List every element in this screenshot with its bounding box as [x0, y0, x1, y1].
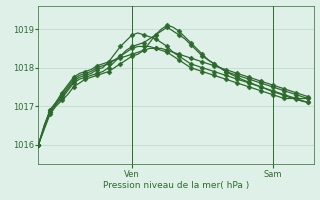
X-axis label: Pression niveau de la mer( hPa ): Pression niveau de la mer( hPa )	[103, 181, 249, 190]
